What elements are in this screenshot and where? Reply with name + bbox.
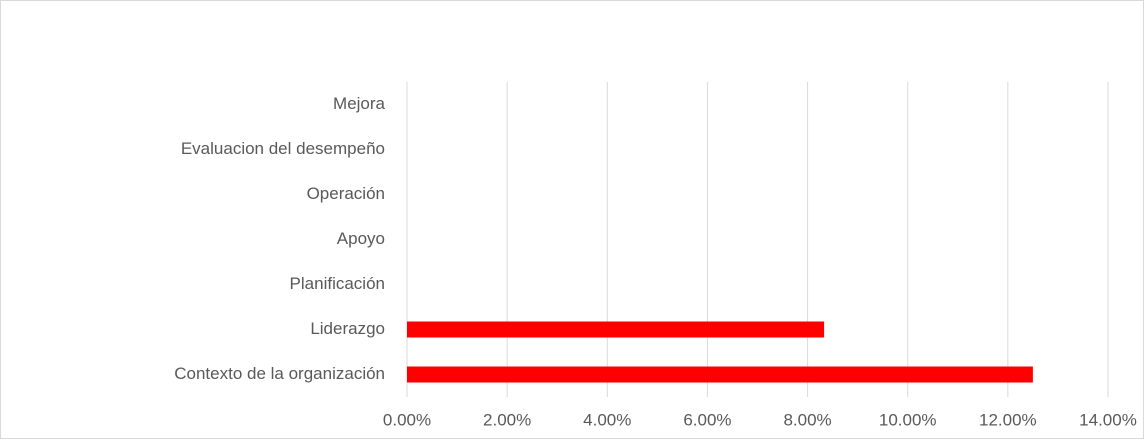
x-tick-label: 8.00% [783, 410, 831, 429]
y-tick-label: Planificación [290, 274, 385, 293]
y-tick-label: Contexto de la organización [174, 364, 385, 383]
x-tick-label: 0.00% [383, 410, 431, 429]
y-tick-label: Liderazgo [310, 319, 385, 338]
y-tick-label: Apoyo [337, 229, 385, 248]
y-tick-label: Mejora [333, 94, 386, 113]
x-tick-label: 10.00% [879, 410, 937, 429]
bar [407, 366, 1033, 383]
x-tick-label: 14.00% [1079, 410, 1137, 429]
x-tick-label: 6.00% [683, 410, 731, 429]
x-tick-label: 4.00% [583, 410, 631, 429]
x-tick-label: 12.00% [979, 410, 1037, 429]
x-tick-label: 2.00% [483, 410, 531, 429]
bar [407, 321, 825, 338]
y-tick-label: Operación [307, 184, 385, 203]
y-tick-label: Evaluacion del desempeño [181, 139, 385, 158]
